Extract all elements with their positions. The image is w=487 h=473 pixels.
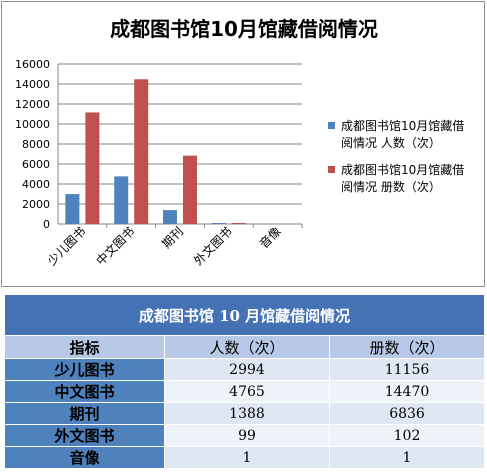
y-tick-label: 6000 xyxy=(22,158,50,171)
legend-swatch xyxy=(328,122,335,129)
legend-swatch xyxy=(328,166,335,173)
y-tick-label: 4000 xyxy=(22,178,50,191)
x-tick-label: 少儿图书 xyxy=(45,224,89,268)
row-volumes: 102 xyxy=(328,424,486,447)
table-row: 少儿图书 2994 11156 xyxy=(4,358,486,381)
y-tick-label: 12000 xyxy=(15,98,50,111)
x-tick-label: 外文图书 xyxy=(190,224,235,269)
table-row: 音像 1 1 xyxy=(4,446,486,469)
y-tick-label: 8000 xyxy=(22,138,50,151)
row-label: 期刊 xyxy=(4,402,165,425)
bar-chart: 成都图书馆10月馆藏借阅情况 0 2000 4000 6000 8000 10000 120… xyxy=(15,17,464,269)
table-row: 外文图书 99 102 xyxy=(4,424,486,447)
row-people: 4765 xyxy=(164,380,330,403)
chart-frame: 成都图书馆10月馆藏借阅情况 0 2000 4000 6000 8000 10000 120… xyxy=(1,1,485,287)
table-row: 期刊 1388 6836 xyxy=(4,402,486,425)
row-label: 音像 xyxy=(4,446,165,469)
data-table: 成都图书馆 10 月馆藏借阅情况 指标 人数（次） 册数（次） 少儿图书 299… xyxy=(3,294,486,469)
bar-people xyxy=(65,194,80,224)
row-people: 1 xyxy=(164,446,330,469)
row-people: 2994 xyxy=(164,358,330,381)
y-tick-label: 16000 xyxy=(15,58,50,71)
y-tick-label: 10000 xyxy=(15,118,50,131)
bar-volumes xyxy=(183,155,197,224)
table-header-people: 人数（次） xyxy=(164,335,330,359)
data-table-wrap: 成都图书馆 10 月馆藏借阅情况 指标 人数（次） 册数（次） 少儿图书 299… xyxy=(3,294,486,470)
row-people: 1388 xyxy=(164,402,330,425)
row-people: 99 xyxy=(164,424,330,447)
x-tick-label: 音像 xyxy=(256,224,284,252)
y-tick-label: 0 xyxy=(43,218,50,231)
legend-label: 成都图书馆10月馆藏借阅情况 人数（次） xyxy=(341,118,464,150)
x-tick-label: 期刊 xyxy=(159,224,186,251)
x-tick-label: 中文图书 xyxy=(93,224,138,269)
bar-people xyxy=(163,210,177,224)
row-volumes: 14470 xyxy=(328,380,486,403)
bar-people xyxy=(114,176,129,224)
y-tick-label: 14000 xyxy=(15,78,50,91)
y-tick-label: 2000 xyxy=(22,198,50,211)
table-header-volumes: 册数（次） xyxy=(328,335,486,359)
table-row: 中文图书 4765 14470 xyxy=(4,380,486,403)
bar-volumes xyxy=(231,222,246,224)
row-volumes: 6836 xyxy=(328,402,486,425)
bar-people xyxy=(211,223,226,224)
row-volumes: 11156 xyxy=(328,358,486,381)
row-volumes: 1 xyxy=(328,446,486,469)
table-title: 成都图书馆 10 月馆藏借阅情况 xyxy=(3,294,486,336)
table-header-indicator: 指标 xyxy=(4,335,165,359)
row-label: 外文图书 xyxy=(4,424,165,447)
bar-volumes xyxy=(134,79,149,224)
row-label: 少儿图书 xyxy=(4,358,165,381)
legend-label: 成都图书馆10月馆藏借阅情况 册数（次） xyxy=(341,162,464,194)
bar-volumes xyxy=(85,112,100,224)
chart-title: 成都图书馆10月馆藏借阅情况 xyxy=(110,17,378,41)
row-label: 中文图书 xyxy=(4,380,165,403)
